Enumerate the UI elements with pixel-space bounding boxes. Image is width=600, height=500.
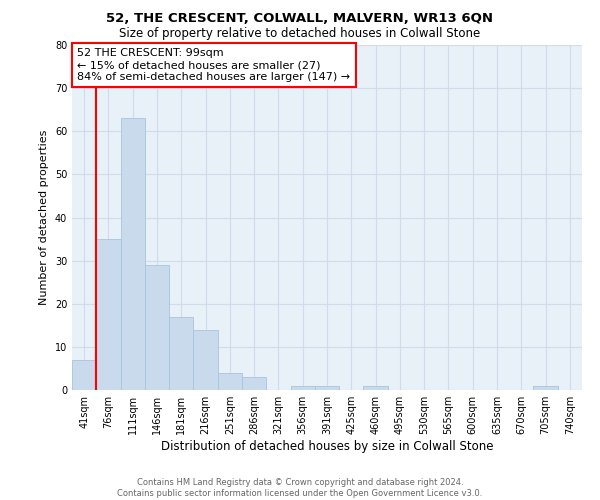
Bar bbox=[72, 360, 96, 390]
Bar bbox=[315, 386, 339, 390]
Bar bbox=[96, 239, 121, 390]
X-axis label: Distribution of detached houses by size in Colwall Stone: Distribution of detached houses by size … bbox=[161, 440, 493, 453]
Bar bbox=[533, 386, 558, 390]
Bar bbox=[193, 330, 218, 390]
Text: 52 THE CRESCENT: 99sqm
← 15% of detached houses are smaller (27)
84% of semi-det: 52 THE CRESCENT: 99sqm ← 15% of detached… bbox=[77, 48, 350, 82]
Text: 52, THE CRESCENT, COLWALL, MALVERN, WR13 6QN: 52, THE CRESCENT, COLWALL, MALVERN, WR13… bbox=[107, 12, 493, 26]
Bar bbox=[169, 316, 193, 390]
Text: Size of property relative to detached houses in Colwall Stone: Size of property relative to detached ho… bbox=[119, 28, 481, 40]
Bar bbox=[145, 265, 169, 390]
Bar bbox=[242, 377, 266, 390]
Bar bbox=[290, 386, 315, 390]
Y-axis label: Number of detached properties: Number of detached properties bbox=[39, 130, 49, 305]
Bar bbox=[121, 118, 145, 390]
Bar bbox=[218, 373, 242, 390]
Text: Contains HM Land Registry data © Crown copyright and database right 2024.
Contai: Contains HM Land Registry data © Crown c… bbox=[118, 478, 482, 498]
Bar bbox=[364, 386, 388, 390]
